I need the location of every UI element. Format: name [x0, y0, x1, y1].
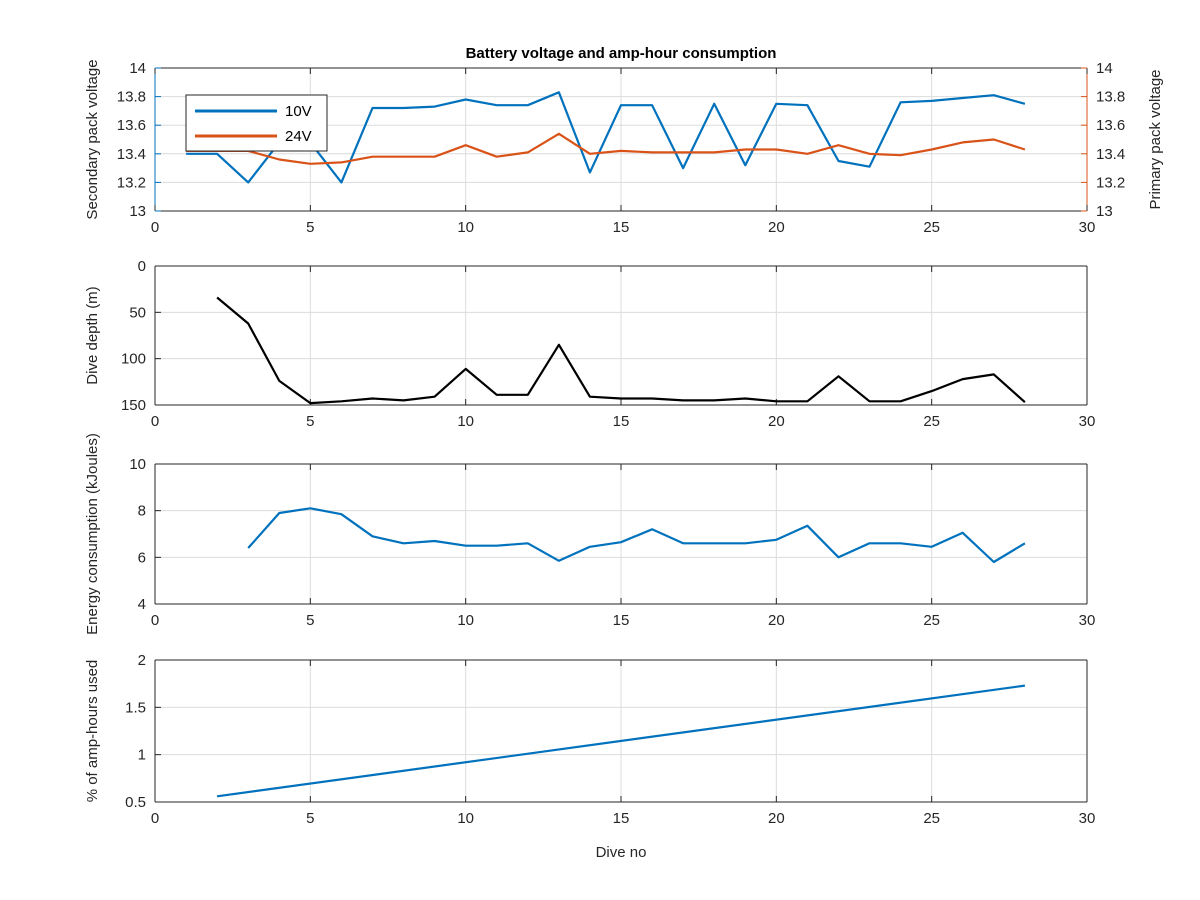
y-tick-label: 1: [138, 747, 146, 764]
x-tick-label: 10: [457, 219, 474, 236]
y-axis-label: Dive depth (m): [84, 286, 101, 384]
y-right-tick-label: 14: [1096, 60, 1113, 77]
y-tick-label: 50: [129, 304, 146, 321]
chart-title: Battery voltage and amp-hour consumption: [466, 45, 777, 62]
x-tick-label: 25: [923, 219, 940, 236]
x-tick-label: 0: [151, 612, 159, 629]
y-tick-label: 0.5: [125, 794, 146, 811]
x-tick-label: 5: [306, 413, 314, 430]
y-right-tick-label: 13.4: [1096, 146, 1125, 163]
y-axis-label: % of amp-hours used: [84, 660, 101, 803]
x-tick-label: 5: [306, 612, 314, 629]
y-tick-label: 100: [121, 351, 146, 368]
x-tick-label: 0: [151, 413, 159, 430]
y-tick-label: 10: [129, 456, 146, 473]
x-tick-label: 10: [457, 413, 474, 430]
y-tick-label: 1.5: [125, 699, 146, 716]
x-tick-label: 30: [1079, 413, 1096, 430]
y-tick-label: 14: [129, 60, 146, 77]
y-tick-label: 13.4: [117, 146, 146, 163]
x-tick-label: 15: [613, 413, 630, 430]
x-tick-label: 30: [1079, 219, 1096, 236]
y-tick-label: 150: [121, 397, 146, 414]
y-tick-label: 13.2: [117, 174, 146, 191]
y-axis-label: Energy consumption (kJoules): [84, 433, 101, 635]
x-tick-label: 0: [151, 810, 159, 827]
series-line-1: [247, 507, 1026, 564]
x-tick-label: 20: [768, 612, 785, 629]
x-tick-label: 25: [923, 413, 940, 430]
y-right-tick-label: 13.8: [1096, 89, 1125, 106]
chart-panel-3: 0 5 10 15 20 25 30 4 6 8 10 Energy consumption (kJo…: [84, 433, 1095, 635]
y-tick-label: 13: [129, 203, 146, 220]
y-right-axis-label: Primary pack voltage: [1147, 69, 1164, 209]
x-tick-label: 15: [613, 612, 630, 629]
legend-entry-label: 24V: [285, 128, 312, 145]
y-tick-label: 13.8: [117, 89, 146, 106]
x-tick-label: 0: [151, 219, 159, 236]
y-tick-label: 6: [138, 549, 146, 566]
x-tick-label: 20: [768, 810, 785, 827]
chart-panel-1: 0 5 10 15 20 25 301313.213.413.613.8141313.213…: [84, 45, 1164, 236]
y-tick-label: 0: [138, 258, 146, 275]
x-axis-label: Dive no: [596, 844, 647, 861]
x-tick-label: 15: [613, 219, 630, 236]
x-tick-label: 30: [1079, 810, 1096, 827]
chart-panel-4: 0 5 10 15 20 25 30 0.5 1 1.5 2 % of amp-hours used D…: [84, 652, 1095, 861]
y-right-tick-label: 13: [1096, 203, 1113, 220]
x-tick-label: 5: [306, 810, 314, 827]
y-tick-label: 4: [138, 596, 146, 613]
x-tick-label: 30: [1079, 612, 1096, 629]
x-tick-label: 10: [457, 612, 474, 629]
series-line-1: [216, 684, 1026, 798]
y-tick-label: 13.6: [117, 117, 146, 134]
x-tick-label: 25: [923, 810, 940, 827]
legend-entry-label: 10V: [285, 103, 312, 120]
series-line-1: [216, 296, 1026, 405]
y-right-tick-label: 13.2: [1096, 174, 1125, 191]
x-tick-label: 25: [923, 612, 940, 629]
y-tick-label: 2: [138, 652, 146, 669]
x-tick-label: 5: [306, 219, 314, 236]
x-tick-label: 20: [768, 413, 785, 430]
x-tick-label: 15: [613, 810, 630, 827]
x-tick-label: 20: [768, 219, 785, 236]
chart-panel-2: 0 5 10 15 20 25 30 0 50 100 150 Dive depth (m): [84, 258, 1095, 430]
series-line-24v: [186, 132, 1026, 165]
y-tick-label: 8: [138, 503, 146, 520]
y-right-tick-label: 13.6: [1096, 117, 1125, 134]
legend-box: [185, 94, 328, 152]
x-tick-label: 10: [457, 810, 474, 827]
y-axis-label: Secondary pack voltage: [84, 59, 101, 219]
